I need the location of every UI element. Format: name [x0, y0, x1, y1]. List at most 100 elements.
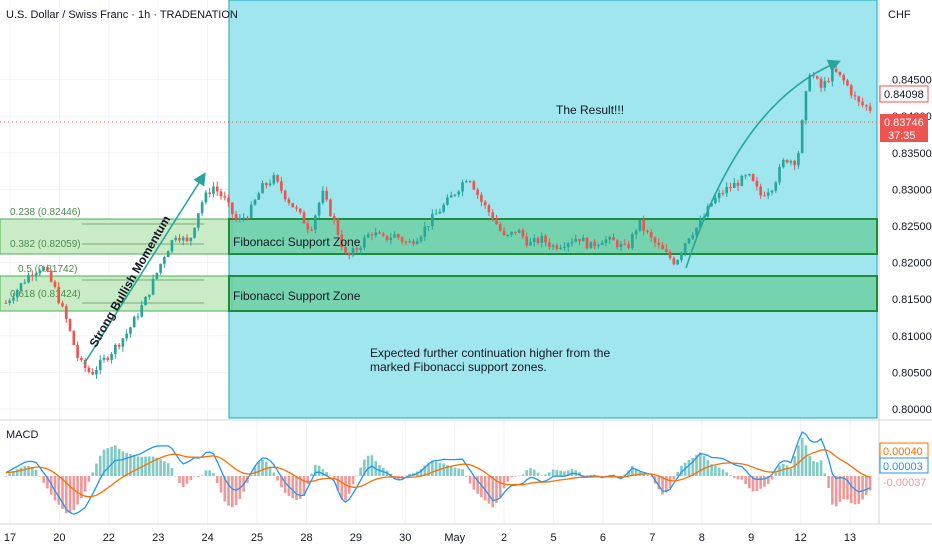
candle-body [215, 186, 219, 192]
candle-body [600, 242, 604, 245]
candle-body [461, 182, 464, 192]
candle-body [264, 183, 268, 186]
candle-body [125, 333, 128, 339]
macd-bar [649, 476, 653, 477]
macd-bar [314, 464, 317, 476]
macd-bar [483, 476, 487, 501]
candle-body [495, 219, 498, 225]
macd-bar [178, 476, 181, 483]
macd-bar [570, 469, 574, 476]
macd-bar [740, 476, 744, 480]
candle-body [121, 338, 125, 347]
candle-body [431, 213, 434, 227]
macd-bar [42, 476, 45, 483]
candle-body [366, 234, 370, 238]
macd-bar [785, 465, 789, 476]
macd-bar [261, 459, 264, 476]
macd-bar [231, 476, 234, 508]
macd-bar [710, 464, 713, 476]
candle-body [540, 235, 544, 244]
candles [4, 64, 872, 379]
macd-bar [302, 476, 306, 496]
macd-bar [714, 465, 717, 476]
macd-bar [87, 476, 91, 482]
macd-bar [197, 476, 200, 478]
support-zone-lower [228, 275, 878, 312]
candle-body [634, 230, 638, 235]
price-tag-last-text: 0.83746 [884, 117, 924, 129]
candle-body [34, 273, 38, 277]
macd-bar [344, 476, 347, 501]
candle-body [53, 281, 57, 287]
macd-bar [702, 455, 706, 476]
macd-bar [219, 476, 223, 493]
macd-bar [846, 476, 849, 500]
macd-bar [865, 476, 868, 495]
candle-body [646, 230, 649, 232]
macd-bar [691, 457, 695, 476]
candle-body [468, 181, 472, 183]
candle-body [272, 175, 276, 184]
macd-bar [336, 476, 340, 491]
macd-bar [495, 476, 498, 503]
macd-bar [506, 476, 510, 482]
macd-bar [834, 476, 838, 507]
candle-body [155, 272, 159, 279]
macd-bar [604, 475, 608, 477]
candle-body [589, 241, 593, 249]
macd-bar [298, 476, 302, 499]
candle-body [310, 229, 313, 231]
macd-bar [808, 456, 812, 476]
candle-body [797, 152, 800, 166]
candle-body [30, 275, 34, 277]
candle-body [415, 241, 419, 245]
candle-body [363, 237, 366, 248]
candle-body [861, 101, 864, 106]
candle-body [76, 344, 79, 358]
candle-body [227, 197, 230, 203]
macd-bar [755, 476, 759, 491]
candle-body [397, 234, 400, 238]
macd-bar [125, 452, 128, 476]
candle-body [781, 159, 785, 168]
candle-body [332, 216, 336, 220]
macd-bar [457, 468, 461, 476]
candle-body [283, 190, 287, 200]
macd-bar [136, 456, 140, 476]
macd-bar [804, 445, 808, 476]
candle-body [151, 278, 155, 295]
candle-body [351, 248, 355, 256]
macd-bar [110, 446, 113, 476]
candle-body [80, 357, 83, 360]
time-label: 6 [600, 532, 606, 544]
expect-line-2: marked Fibonacci support zones. [370, 360, 547, 374]
macd-bar [155, 457, 159, 476]
macd-line [5, 431, 871, 515]
macd-bar [310, 473, 313, 476]
candle-body [472, 181, 476, 190]
macd-bar [4, 476, 8, 477]
candle-body [819, 78, 823, 88]
candle-body [129, 327, 132, 334]
macd-bar [525, 470, 529, 476]
candle-body [846, 80, 849, 86]
candle-body [61, 303, 64, 307]
candle-body [329, 199, 332, 217]
expect-line-1: Expected further continuation higher fro… [370, 346, 610, 360]
macd-bar [174, 475, 178, 477]
macd-bar [181, 476, 185, 488]
price-ticks: 0.845000.840000.835000.830000.825000.820… [892, 75, 932, 416]
price-tick-label: 0.81500 [892, 294, 932, 306]
candle-body [46, 266, 49, 272]
price-tick-label: 0.82000 [892, 258, 932, 270]
price-tag-high [879, 85, 929, 103]
macd-bar [838, 476, 842, 502]
macd-bar [427, 462, 430, 476]
candle-body [159, 263, 162, 273]
candle-body [185, 237, 189, 242]
candle-body [657, 242, 661, 245]
candle-body [408, 241, 412, 243]
candle-body [381, 233, 385, 236]
candle-body [276, 175, 279, 182]
